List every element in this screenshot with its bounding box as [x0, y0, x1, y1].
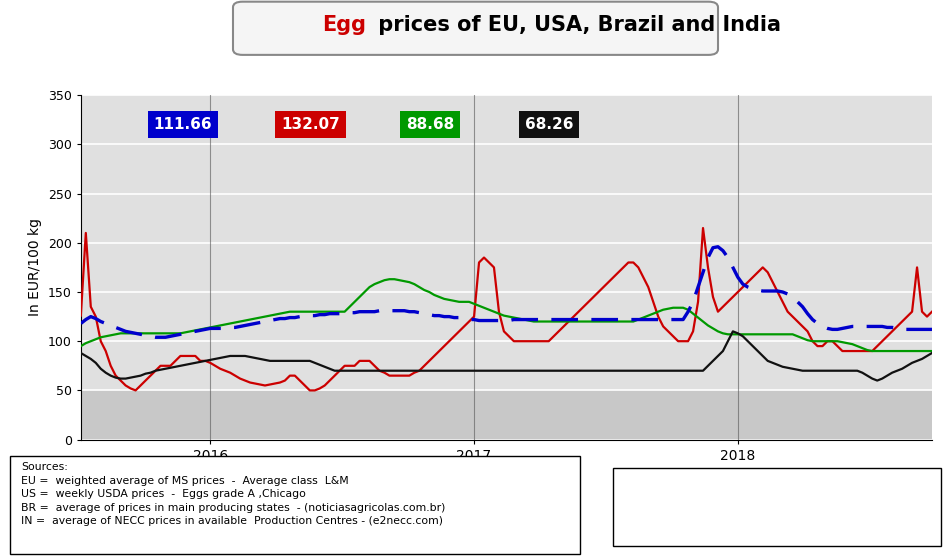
Text: 88.68: 88.68 — [406, 117, 454, 132]
Y-axis label: In EUR/100 kg: In EUR/100 kg — [29, 218, 43, 316]
Text: Egg: Egg — [322, 15, 366, 35]
Legend: EU, US, BR, IN: EU, US, BR, IN — [652, 495, 902, 519]
Text: 68.26: 68.26 — [525, 117, 573, 132]
Text: Sources:
EU =  weighted average of MS prices  -  Average class  L&M
US =  weekly: Sources: EU = weighted average of MS pri… — [21, 462, 445, 526]
Text: prices of EU, USA, Brazil and India: prices of EU, USA, Brazil and India — [371, 15, 781, 35]
Text: 111.66: 111.66 — [154, 117, 212, 132]
Bar — [81, 390, 932, 440]
Text: 132.07: 132.07 — [281, 117, 340, 132]
